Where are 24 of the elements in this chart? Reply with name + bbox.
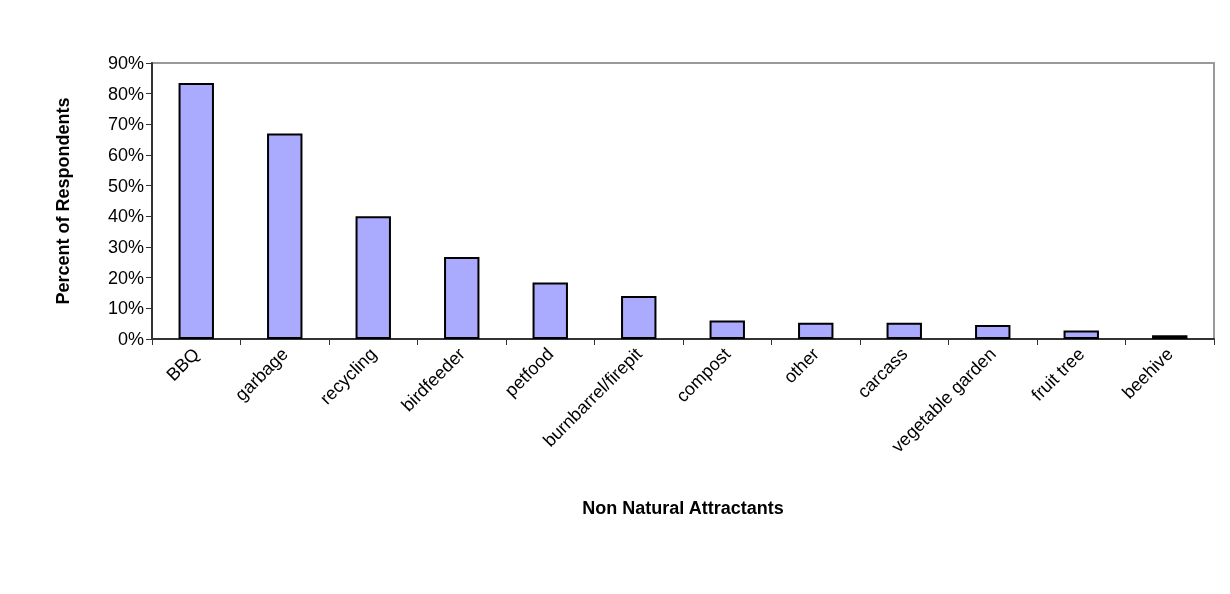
bar <box>532 282 568 339</box>
bar <box>178 82 214 339</box>
bar <box>886 322 922 339</box>
y-tick-label: 0% <box>117 329 144 349</box>
y-tick-label: 90% <box>107 53 144 73</box>
y-tick-label: 70% <box>107 114 144 135</box>
y-tick-label: 80% <box>107 83 144 104</box>
bar <box>267 133 303 339</box>
bar <box>709 320 745 339</box>
bar <box>621 296 657 339</box>
x-tick-label: fruit tree <box>1027 343 1089 405</box>
bar <box>444 257 480 339</box>
bar <box>798 322 834 339</box>
y-tick-label: 40% <box>107 206 144 227</box>
y-axis-title: Percent of Respondents <box>53 97 73 305</box>
y-tick-label: 60% <box>107 145 144 165</box>
y-tick-label: 30% <box>107 237 144 257</box>
y-tick-label: 10% <box>107 298 144 319</box>
y-tick-label: 20% <box>107 267 144 288</box>
bar <box>1063 330 1099 339</box>
y-tick-label: 50% <box>107 175 144 196</box>
x-axis-title: Non Natural Attractants <box>582 498 784 518</box>
bar <box>975 324 1011 339</box>
bar <box>355 216 391 339</box>
